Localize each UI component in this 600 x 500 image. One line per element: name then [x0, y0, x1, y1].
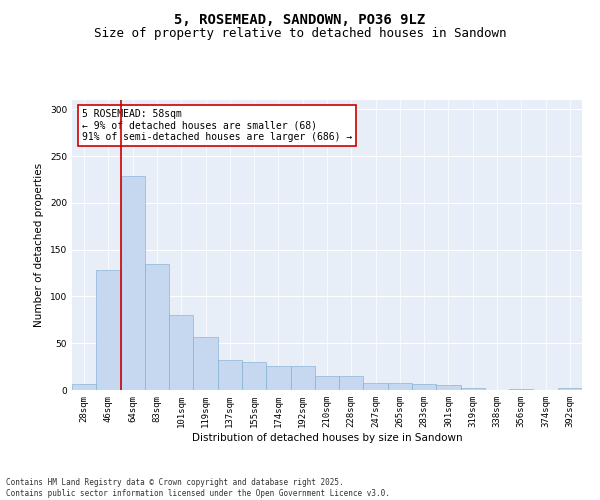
Bar	[96, 270, 121, 390]
Bar	[388, 384, 412, 390]
Bar	[169, 315, 193, 390]
Bar	[461, 388, 485, 390]
Bar	[266, 366, 290, 390]
Bar	[315, 376, 339, 390]
Text: 5, ROSEMEAD, SANDOWN, PO36 9LZ: 5, ROSEMEAD, SANDOWN, PO36 9LZ	[175, 12, 425, 26]
Bar	[242, 362, 266, 390]
Bar	[436, 386, 461, 390]
Bar	[193, 336, 218, 390]
Bar	[72, 384, 96, 390]
Bar	[509, 389, 533, 390]
Bar	[339, 376, 364, 390]
Y-axis label: Number of detached properties: Number of detached properties	[34, 163, 44, 327]
Bar	[121, 176, 145, 390]
Bar	[145, 264, 169, 390]
Bar	[218, 360, 242, 390]
Bar	[364, 384, 388, 390]
Text: Size of property relative to detached houses in Sandown: Size of property relative to detached ho…	[94, 28, 506, 40]
Bar	[558, 388, 582, 390]
X-axis label: Distribution of detached houses by size in Sandown: Distribution of detached houses by size …	[191, 432, 463, 442]
Text: Contains HM Land Registry data © Crown copyright and database right 2025.
Contai: Contains HM Land Registry data © Crown c…	[6, 478, 390, 498]
Bar	[290, 366, 315, 390]
Bar	[412, 384, 436, 390]
Text: 5 ROSEMEAD: 58sqm
← 9% of detached houses are smaller (68)
91% of semi-detached : 5 ROSEMEAD: 58sqm ← 9% of detached house…	[82, 108, 352, 142]
